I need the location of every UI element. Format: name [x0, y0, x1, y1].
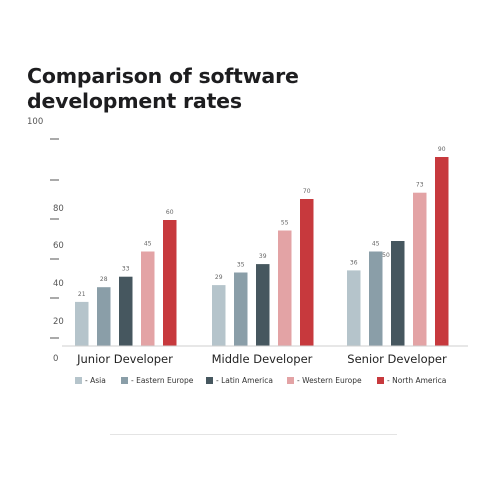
data-label: 73	[416, 182, 424, 189]
legend-swatch	[206, 377, 213, 384]
footer-divider	[110, 434, 397, 435]
data-label: 33	[122, 266, 130, 273]
bar	[300, 199, 314, 346]
x-axis: Junior Developer Middle Developer Senior D…	[76, 352, 447, 366]
bar	[413, 192, 427, 346]
bar	[97, 287, 111, 346]
legend-swatch	[377, 377, 384, 384]
data-label: 29	[215, 274, 223, 281]
bar	[119, 276, 133, 346]
bar	[212, 285, 226, 346]
y-tick-label: 20	[53, 317, 64, 327]
bar	[347, 270, 361, 346]
y-tick-label: 60	[53, 241, 64, 251]
y-tick-label: 0	[53, 354, 58, 364]
legend-label: - North America	[387, 376, 446, 385]
bar	[256, 264, 270, 346]
legend-swatch	[75, 377, 82, 384]
bar	[75, 301, 89, 346]
data-label: 70	[303, 188, 311, 195]
bar	[278, 230, 292, 346]
legend-label: - Latin America	[216, 376, 273, 385]
chart-title: Comparison of software development rates	[27, 64, 299, 113]
legend-label: - Asia	[85, 376, 106, 385]
y-tick-label: 80	[53, 204, 64, 214]
category-label: Senior Developer	[347, 352, 447, 366]
bar	[234, 272, 248, 346]
data-label: 21	[78, 291, 86, 298]
data-label: 90	[438, 146, 446, 153]
data-label: 35	[237, 262, 245, 269]
y-axis: 0 20 40 60 80 100	[27, 117, 64, 364]
legend: - Asia - Eastern Europe - Latin America - W…	[75, 376, 446, 385]
category-label: Middle Developer	[212, 352, 313, 366]
bar	[391, 241, 405, 346]
data-label: 50	[382, 252, 390, 259]
data-label: 36	[350, 259, 358, 266]
legend-swatch	[287, 377, 294, 384]
y-tick-label: 100	[27, 117, 43, 127]
data-label: 39	[259, 253, 267, 260]
legend-label: - Eastern Europe	[131, 376, 194, 385]
data-label: 55	[281, 220, 289, 227]
data-label: 45	[372, 241, 380, 248]
bar	[141, 251, 155, 346]
category-label: Junior Developer	[76, 352, 173, 366]
bar	[163, 220, 177, 346]
y-tick-label: 40	[53, 279, 64, 289]
legend-swatch	[121, 377, 128, 384]
legend-label: - Western Europe	[297, 376, 362, 385]
data-label: 28	[100, 276, 108, 283]
bar	[369, 251, 383, 346]
bars-group	[75, 157, 449, 346]
data-label: 45	[144, 241, 152, 248]
bar	[435, 157, 449, 346]
data-label: 60	[166, 209, 174, 216]
